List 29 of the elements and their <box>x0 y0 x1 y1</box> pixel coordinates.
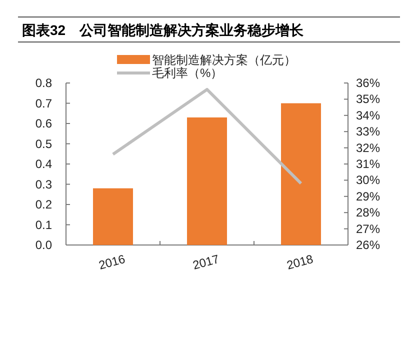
y2-tick-label: 34% <box>356 108 380 122</box>
y-tick-label: 0.0 <box>35 238 52 252</box>
y-tick-label: 0.5 <box>35 136 52 151</box>
x-tick-label: 2016 <box>97 252 127 272</box>
y2-tick-label: 31% <box>356 157 380 171</box>
chart-title: 图表32 公司智能制造解决方案业务稳步增长 <box>22 22 305 38</box>
y-tick-label: 0.2 <box>35 198 52 212</box>
x-tick-label: 2018 <box>285 252 315 272</box>
y2-tick-label: 28% <box>356 206 380 220</box>
y2-tick-label: 29% <box>356 189 380 204</box>
legend-label: 毛利率（%） <box>152 66 223 80</box>
y-tick-label: 0.7 <box>35 96 52 110</box>
y-tick-label: 0.3 <box>35 177 52 192</box>
x-tick-label: 2017 <box>191 252 221 272</box>
y2-tick-label: 33% <box>356 124 380 139</box>
y-tick-label: 0.8 <box>35 76 52 90</box>
y2-tick-label: 27% <box>356 222 380 236</box>
bar <box>93 188 133 245</box>
bar <box>281 103 321 245</box>
legend-label: 智能制造解决方案（亿元） <box>152 53 296 67</box>
y-tick-label: 0.1 <box>35 218 52 232</box>
y2-tick-label: 30% <box>356 173 380 188</box>
y2-tick-label: 36% <box>356 76 380 90</box>
y-tick-label: 0.4 <box>35 157 52 171</box>
y-tick-label: 0.6 <box>35 116 52 130</box>
y2-tick-label: 32% <box>356 140 380 155</box>
y2-tick-label: 26% <box>356 238 380 252</box>
bar <box>187 117 227 245</box>
y2-tick-label: 35% <box>356 92 380 106</box>
